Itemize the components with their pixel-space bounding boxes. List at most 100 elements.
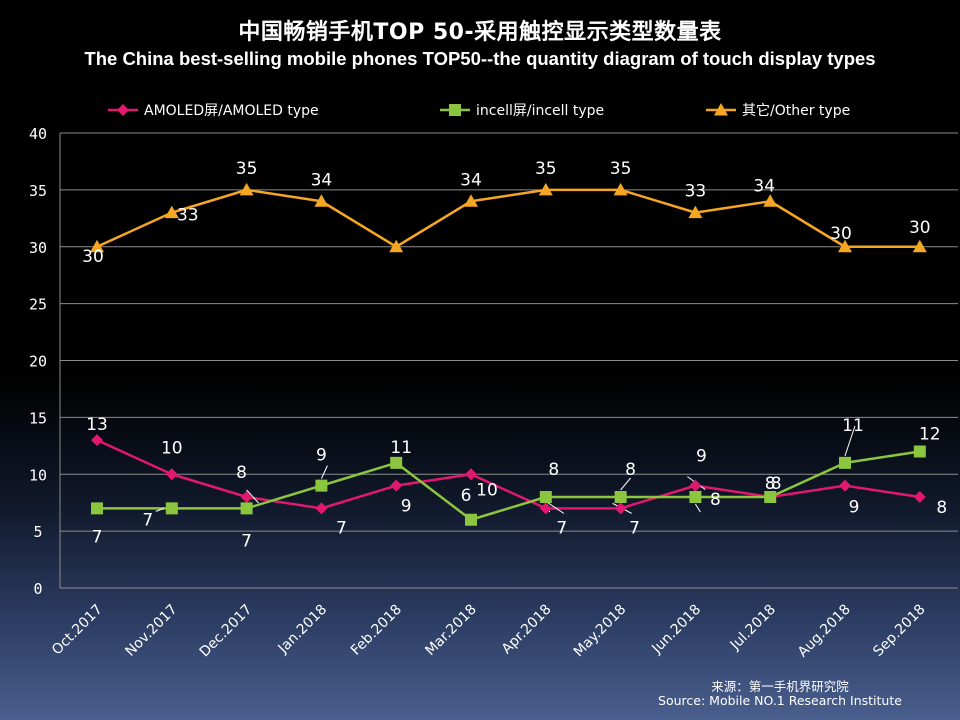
data-label: 10 (476, 480, 498, 500)
series-2-marker (165, 502, 178, 515)
legend-label: AMOLED屏/AMOLED type (144, 103, 319, 119)
data-label: 7 (556, 518, 567, 538)
x-tick-label: Aug.2018 (795, 602, 854, 661)
leader-line (844, 425, 856, 457)
series-2-marker (240, 502, 253, 515)
series-2-marker (689, 491, 702, 503)
chart-title: 中国畅销手机TOP 50-采用触控显示类型数量表 (238, 20, 722, 45)
x-tick-label: Mar.2018 (422, 602, 479, 659)
data-label: 8 (625, 460, 636, 480)
series-1-marker (315, 502, 328, 515)
data-label: 7 (241, 531, 252, 551)
data-label: 34 (460, 170, 482, 190)
series-3-marker (90, 239, 104, 253)
y-tick-label: 10 (29, 466, 47, 484)
series-lines (96, 188, 920, 521)
data-label: 7 (336, 518, 347, 538)
series-2-marker (839, 456, 851, 469)
series-2-marker (539, 491, 552, 503)
legend-label: incell屏/incell type (476, 103, 604, 119)
legend-marker (714, 103, 728, 116)
data-label: 8 (936, 498, 947, 518)
series-3-marker (464, 194, 478, 207)
data-label: 8 (710, 490, 721, 510)
legend-label: 其它/Other type (742, 102, 850, 119)
gridlines (60, 132, 958, 589)
data-label: 9 (849, 498, 860, 518)
chart-subtitle: The China best-selling mobile phones TOP… (84, 48, 876, 69)
data-label: 34 (311, 170, 333, 190)
legend-marker (117, 104, 129, 116)
series-2-marker (390, 456, 403, 469)
x-tick-label: Nov.2017 (122, 602, 180, 660)
series-1-marker (165, 468, 178, 481)
x-tick-label: Jan.2018 (275, 602, 331, 658)
leader-line (620, 477, 631, 491)
series-1-marker (465, 468, 477, 481)
x-tick-label: May.2018 (571, 602, 630, 661)
x-tick-label: Jul.2018 (727, 602, 779, 654)
data-label: 8 (548, 460, 559, 480)
legend: AMOLED屏/AMOLED type incell屏/incell type 其它… (108, 102, 850, 119)
x-tick-label: Feb.2018 (348, 602, 405, 659)
series-3-marker (314, 194, 329, 207)
leader-line (155, 507, 164, 512)
data-label: 9 (401, 497, 412, 517)
series-3-marker (164, 205, 179, 219)
series-2-marker (315, 479, 328, 492)
data-label: 30 (909, 218, 931, 238)
series-3-marker (838, 239, 852, 253)
data-label: 11 (842, 416, 864, 436)
series-line-2 (97, 450, 920, 521)
legend-marker (449, 104, 461, 116)
data-label: 8 (765, 474, 776, 494)
series-line-1 (96, 438, 920, 510)
data-label: 10 (161, 438, 183, 458)
series-3-marker (912, 239, 927, 253)
y-tick-label: 15 (29, 409, 47, 427)
series-1-marker (240, 491, 253, 503)
series-2-marker (913, 445, 926, 458)
y-tick-label: 35 (29, 182, 47, 200)
leader-line (694, 503, 701, 513)
leader-line (246, 489, 259, 504)
data-label: 33 (685, 182, 707, 202)
y-tick-label: 0 (33, 580, 42, 598)
axes: 0 5 10 15 20 25 30 35 40 Oct.2017 Nov.2017 Dec.2017… (29, 125, 929, 661)
data-label: 11 (390, 438, 412, 458)
data-label: 33 (177, 206, 199, 226)
series-3-marker (389, 239, 404, 253)
series-2-marker (764, 491, 777, 503)
data-label: 9 (696, 447, 707, 467)
y-tick-label: 20 (29, 353, 47, 371)
series-3-marker (688, 205, 703, 219)
y-tick-label: 5 (33, 523, 42, 541)
x-tick-label: Jun.2018 (648, 602, 704, 658)
data-label: 30 (82, 247, 104, 267)
series-1-marker (913, 491, 926, 503)
leader-line (545, 500, 565, 514)
series-3-marker (239, 182, 254, 196)
source-note-zh: 来源：第一手机界研究院 (711, 679, 849, 694)
data-label: 7 (142, 510, 153, 530)
series-3-marker (613, 182, 628, 196)
series-3-marker (763, 194, 778, 207)
data-label: 13 (86, 415, 108, 435)
series-2-marker (91, 502, 103, 515)
data-label: 35 (535, 159, 557, 179)
data-label: 7 (92, 527, 103, 547)
y-tick-label: 30 (29, 239, 47, 257)
series-3-marker (538, 182, 553, 196)
data-label: 35 (236, 159, 258, 179)
leader-line (320, 465, 328, 479)
data-label: 6 (461, 486, 472, 506)
x-tick-label: Apr.2018 (499, 602, 555, 658)
series-1-marker (689, 479, 702, 492)
data-label: 7 (629, 518, 640, 538)
data-label: 9 (316, 446, 327, 466)
series-2-marker (614, 491, 627, 503)
data-label: 34 (753, 176, 775, 196)
data-label: 30 (830, 224, 852, 244)
y-tick-label: 25 (29, 296, 47, 314)
